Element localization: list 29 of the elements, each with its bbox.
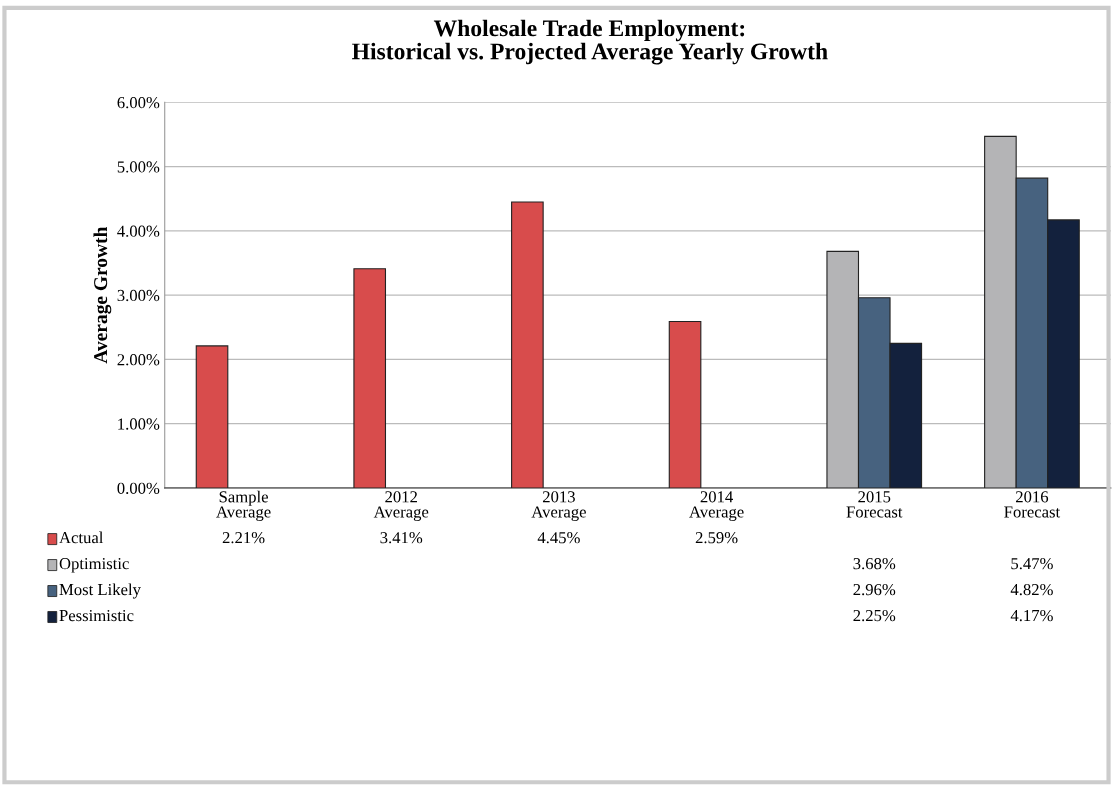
data-label: 4.17% bbox=[1010, 609, 1053, 622]
data-label: 2.96% bbox=[853, 583, 896, 596]
x-tick-label: Sample Average bbox=[216, 490, 271, 521]
y-tick-label: 0.00% bbox=[117, 482, 160, 494]
data-label: 3.68% bbox=[853, 557, 896, 570]
data-label: 5.47% bbox=[1011, 557, 1053, 570]
x-tick-label: 2015 Forecast bbox=[846, 491, 903, 518]
legend-label: Optimistic bbox=[59, 558, 129, 573]
data-label: 4.45% bbox=[537, 532, 580, 544]
legend-label: Actual bbox=[59, 531, 104, 544]
data-label: 4.82% bbox=[1010, 583, 1053, 596]
chart-title: Wholesale Trade Employment: Historical vs. Projected Average Yearly Growth bbox=[352, 19, 828, 65]
y-tick-label: 6.00% bbox=[117, 97, 160, 109]
x-tick-label: 2012 Average bbox=[373, 491, 429, 521]
x-tick-label: 2016 Forecast bbox=[1004, 491, 1061, 518]
y-tick-label: 1.00% bbox=[118, 418, 160, 430]
y-tick-label: 4.00% bbox=[117, 225, 160, 237]
data-label: 2.25% bbox=[853, 609, 896, 622]
legend-label: Most Likely bbox=[59, 583, 141, 599]
y-axis-title: Average Growth bbox=[93, 226, 112, 364]
x-tick-label: 2013 Average bbox=[531, 491, 586, 521]
data-label: 3.41% bbox=[380, 532, 423, 544]
y-tick-label: 2.00% bbox=[117, 354, 160, 366]
data-label: 2.59% bbox=[695, 532, 738, 544]
y-tick-label: 5.00% bbox=[117, 161, 160, 173]
y-tick-label: 3.00% bbox=[117, 289, 160, 302]
x-tick-label: 2014 Average bbox=[689, 491, 744, 521]
legend-label: Pessimistic bbox=[59, 609, 134, 622]
data-label: 2.21% bbox=[222, 532, 265, 544]
